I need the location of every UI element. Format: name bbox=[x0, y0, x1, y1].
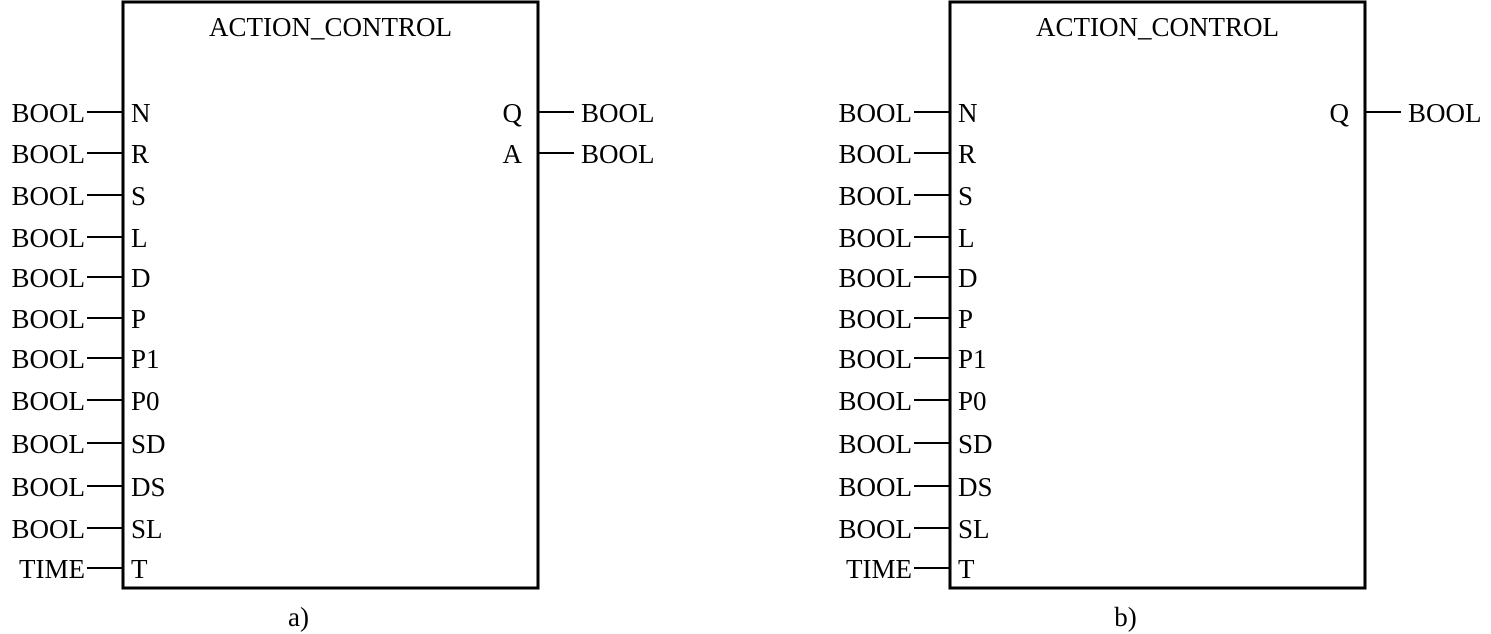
output-type-label: BOOL bbox=[581, 139, 655, 169]
input-pin-name: P0 bbox=[958, 386, 987, 416]
input-type-label: BOOL bbox=[839, 263, 913, 293]
input-type-label: BOOL bbox=[839, 223, 913, 253]
input-pin-name: N bbox=[131, 98, 151, 128]
input-type-label: BOOL bbox=[839, 181, 913, 211]
input-type-label: BOOL bbox=[839, 98, 913, 128]
input-type-label: BOOL bbox=[12, 514, 86, 544]
function-block-a bbox=[121, 0, 540, 590]
input-pin-name: T bbox=[958, 554, 975, 584]
input-pin-name: L bbox=[958, 223, 975, 253]
input-pin-name: T bbox=[131, 554, 148, 584]
output-type-label: BOOL bbox=[581, 98, 655, 128]
input-pin-name: D bbox=[131, 263, 151, 293]
input-pin-name: L bbox=[131, 223, 148, 253]
input-pin-name: S bbox=[958, 181, 973, 211]
block-title: ACTION_CONTROL bbox=[209, 12, 452, 42]
output-type-label: BOOL bbox=[1408, 98, 1482, 128]
input-type-label: BOOL bbox=[839, 386, 913, 416]
input-pin-name: R bbox=[131, 139, 149, 169]
input-type-label: BOOL bbox=[12, 304, 86, 334]
input-type-label: TIME bbox=[846, 554, 912, 584]
block-caption: b) bbox=[1114, 602, 1137, 632]
input-pin-name: P bbox=[131, 304, 146, 334]
input-pin-name: S bbox=[131, 181, 146, 211]
input-pin-name: N bbox=[958, 98, 978, 128]
input-pin-name: R bbox=[958, 139, 976, 169]
input-type-label: BOOL bbox=[839, 472, 913, 502]
input-type-label: BOOL bbox=[12, 344, 86, 374]
output-pin-name: Q bbox=[1330, 98, 1350, 128]
input-pin-name: P0 bbox=[131, 386, 160, 416]
input-type-label: BOOL bbox=[839, 304, 913, 334]
function-block-b bbox=[948, 0, 1367, 590]
input-pin-name: P bbox=[958, 304, 973, 334]
input-pin-name: SL bbox=[958, 514, 990, 544]
input-pin-name: P1 bbox=[958, 344, 987, 374]
input-type-label: BOOL bbox=[12, 429, 86, 459]
output-pin-name: A bbox=[503, 139, 523, 169]
input-type-label: BOOL bbox=[12, 181, 86, 211]
input-pin-name: D bbox=[958, 263, 978, 293]
input-pin-name: SD bbox=[131, 429, 166, 459]
input-type-label: BOOL bbox=[12, 263, 86, 293]
input-type-label: BOOL bbox=[839, 344, 913, 374]
output-pin-name: Q bbox=[503, 98, 523, 128]
input-type-label: TIME bbox=[19, 554, 85, 584]
input-pin-name: DS bbox=[131, 472, 166, 502]
input-type-label: BOOL bbox=[839, 514, 913, 544]
input-type-label: BOOL bbox=[12, 139, 86, 169]
input-pin-name: P1 bbox=[131, 344, 160, 374]
input-type-label: BOOL bbox=[12, 98, 86, 128]
input-pin-name: SD bbox=[958, 429, 993, 459]
input-type-label: BOOL bbox=[12, 223, 86, 253]
input-type-label: BOOL bbox=[12, 386, 86, 416]
input-type-label: BOOL bbox=[839, 139, 913, 169]
input-type-label: BOOL bbox=[12, 472, 86, 502]
input-pin-name: SL bbox=[131, 514, 163, 544]
input-type-label: BOOL bbox=[839, 429, 913, 459]
input-pin-name: DS bbox=[958, 472, 993, 502]
block-title: ACTION_CONTROL bbox=[1036, 12, 1279, 42]
block-caption: a) bbox=[288, 602, 309, 632]
